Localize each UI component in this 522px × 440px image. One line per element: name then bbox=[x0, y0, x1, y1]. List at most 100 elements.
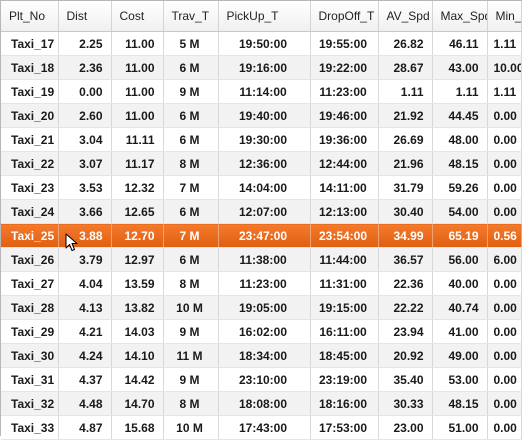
cell-pickup-t[interactable]: 14:04:00 bbox=[218, 175, 311, 200]
cell-dropoff-t[interactable]: 19:55:00 bbox=[310, 31, 379, 56]
cell-cost[interactable]: 12.70 bbox=[111, 223, 164, 248]
cell-dropoff-t[interactable]: 11:23:00 bbox=[310, 79, 379, 104]
cell-pickup-t[interactable]: 19:16:00 bbox=[218, 55, 311, 80]
cell-min-spd[interactable]: 0.00 bbox=[487, 103, 522, 128]
table-row[interactable]: Taxi_19 0.00 11.00 9 M 11:14:00 11:23:00 1.11 1… bbox=[1, 79, 522, 104]
table-row[interactable]: Taxi_21 3.04 11.11 6 M 19:30:00 19:36:00 26.69… bbox=[1, 127, 522, 152]
cell-plt-no[interactable]: Taxi_20 bbox=[1, 103, 59, 128]
cell-cost[interactable]: 11.00 bbox=[111, 31, 164, 56]
cell-cost[interactable]: 14.70 bbox=[111, 391, 164, 416]
cell-trav-t[interactable]: 11 M bbox=[163, 343, 219, 368]
table-row[interactable]: Taxi_17 2.25 11.00 5 M 19:50:00 19:55:00 26.82… bbox=[1, 31, 522, 56]
cell-min-spd[interactable]: 0.00 bbox=[487, 391, 522, 416]
table-row[interactable]: Taxi_22 3.07 11.17 8 M 12:36:00 12:44:00 21.96… bbox=[1, 151, 522, 176]
cell-av-spd[interactable]: 28.67 bbox=[378, 55, 433, 80]
cell-max-spd[interactable]: 43.00 bbox=[432, 55, 488, 80]
cell-cost[interactable]: 12.97 bbox=[111, 247, 164, 272]
cell-dropoff-t[interactable]: 23:54:00 bbox=[310, 223, 379, 248]
cell-av-spd[interactable]: 26.82 bbox=[378, 31, 433, 56]
cell-max-spd[interactable]: 41.00 bbox=[432, 319, 488, 344]
cell-max-spd[interactable]: 1.11 bbox=[432, 79, 488, 104]
cell-trav-t[interactable]: 10 M bbox=[163, 295, 219, 320]
cell-max-spd[interactable]: 44.45 bbox=[432, 103, 488, 128]
cell-av-spd[interactable]: 21.92 bbox=[378, 103, 433, 128]
cell-av-spd[interactable]: 35.40 bbox=[378, 367, 433, 392]
cell-plt-no[interactable]: Taxi_27 bbox=[1, 271, 59, 296]
cell-dropoff-t[interactable]: 11:44:00 bbox=[310, 247, 379, 272]
cell-dist[interactable]: 4.48 bbox=[58, 391, 112, 416]
cell-pickup-t[interactable]: 12:36:00 bbox=[218, 151, 311, 176]
cell-min-spd[interactable]: 0.00 bbox=[487, 343, 522, 368]
cell-av-spd[interactable]: 22.36 bbox=[378, 271, 433, 296]
cell-min-spd[interactable]: 0.00 bbox=[487, 319, 522, 344]
cell-pickup-t[interactable]: 18:08:00 bbox=[218, 391, 311, 416]
cell-cost[interactable]: 13.59 bbox=[111, 271, 164, 296]
cell-dist[interactable]: 3.07 bbox=[58, 151, 112, 176]
cell-cost[interactable]: 12.32 bbox=[111, 175, 164, 200]
table-row-selected[interactable]: Taxi_25 3.88 12.70 7 M 23:47:00 23:54:00 34.99… bbox=[1, 223, 522, 248]
table-row[interactable]: Taxi_26 3.79 12.97 6 M 11:38:00 11:44:00 36.57… bbox=[1, 247, 522, 272]
cell-max-spd[interactable]: 48.15 bbox=[432, 151, 488, 176]
cell-dropoff-t[interactable]: 18:45:00 bbox=[310, 343, 379, 368]
column-header-dropoff-t[interactable]: DropOff_T bbox=[310, 1, 379, 32]
cell-pickup-t[interactable]: 23:10:00 bbox=[218, 367, 311, 392]
cell-av-spd[interactable]: 22.22 bbox=[378, 295, 433, 320]
cell-min-spd[interactable]: 0.00 bbox=[487, 295, 522, 320]
column-header-max-spd[interactable]: Max_Spd bbox=[432, 1, 488, 32]
cell-min-spd[interactable]: 0.00 bbox=[487, 199, 522, 224]
cell-pickup-t[interactable]: 11:14:00 bbox=[218, 79, 311, 104]
cell-dist[interactable]: 2.36 bbox=[58, 55, 112, 80]
cell-dropoff-t[interactable]: 19:22:00 bbox=[310, 55, 379, 80]
cell-min-spd[interactable]: 6.00 bbox=[487, 247, 522, 272]
cell-dist[interactable]: 4.04 bbox=[58, 271, 112, 296]
cell-cost[interactable]: 11.00 bbox=[111, 55, 164, 80]
cell-plt-no[interactable]: Taxi_21 bbox=[1, 127, 59, 152]
cell-min-spd[interactable]: 0.00 bbox=[487, 127, 522, 152]
table-row[interactable]: Taxi_24 3.66 12.65 6 M 12:07:00 12:13:00 30.40… bbox=[1, 199, 522, 224]
cell-trav-t[interactable]: 7 M bbox=[163, 223, 219, 248]
cell-trav-t[interactable]: 8 M bbox=[163, 151, 219, 176]
cell-dist[interactable]: 4.24 bbox=[58, 343, 112, 368]
cell-dropoff-t[interactable]: 11:31:00 bbox=[310, 271, 379, 296]
cell-dist[interactable]: 3.66 bbox=[58, 199, 112, 224]
column-header-dist[interactable]: Dist bbox=[58, 1, 112, 32]
cell-dist[interactable]: 3.53 bbox=[58, 175, 112, 200]
cell-cost[interactable]: 11.00 bbox=[111, 79, 164, 104]
cell-max-spd[interactable]: 53.00 bbox=[432, 367, 488, 392]
cell-dist[interactable]: 3.88 bbox=[58, 223, 112, 248]
cell-cost[interactable]: 14.10 bbox=[111, 343, 164, 368]
cell-av-spd[interactable]: 31.79 bbox=[378, 175, 433, 200]
cell-av-spd[interactable]: 1.11 bbox=[378, 79, 433, 104]
table-row[interactable]: Taxi_32 4.48 14.70 8 M 18:08:00 18:16:00 30.33… bbox=[1, 391, 522, 416]
cell-cost[interactable]: 11.00 bbox=[111, 103, 164, 128]
cell-dropoff-t[interactable]: 12:13:00 bbox=[310, 199, 379, 224]
cell-av-spd[interactable]: 20.92 bbox=[378, 343, 433, 368]
cell-dropoff-t[interactable]: 14:11:00 bbox=[310, 175, 379, 200]
column-header-av-spd[interactable]: AV_Spd bbox=[378, 1, 433, 32]
cell-dropoff-t[interactable]: 23:19:00 bbox=[310, 367, 379, 392]
cell-min-spd[interactable]: 0.56 bbox=[487, 223, 522, 248]
cell-dist[interactable]: 2.25 bbox=[58, 31, 112, 56]
column-header-plt-no[interactable]: Plt_No bbox=[1, 1, 59, 32]
cell-dropoff-t[interactable]: 16:11:00 bbox=[310, 319, 379, 344]
cell-trav-t[interactable]: 6 M bbox=[163, 127, 219, 152]
table-row[interactable]: Taxi_29 4.21 14.03 9 M 16:02:00 16:11:00 23.94… bbox=[1, 319, 522, 344]
table-row[interactable]: Taxi_20 2.60 11.00 6 M 19:40:00 19:46:00 21.92… bbox=[1, 103, 522, 128]
cell-dist[interactable]: 2.60 bbox=[58, 103, 112, 128]
cell-dist[interactable]: 4.37 bbox=[58, 367, 112, 392]
cell-plt-no[interactable]: Taxi_32 bbox=[1, 391, 59, 416]
cell-trav-t[interactable]: 6 M bbox=[163, 199, 219, 224]
cell-trav-t[interactable]: 6 M bbox=[163, 55, 219, 80]
cell-pickup-t[interactable]: 19:40:00 bbox=[218, 103, 311, 128]
cell-plt-no[interactable]: Taxi_30 bbox=[1, 343, 59, 368]
cell-min-spd[interactable]: 1.11 bbox=[487, 31, 522, 56]
cell-pickup-t[interactable]: 19:05:00 bbox=[218, 295, 311, 320]
cell-max-spd[interactable]: 49.00 bbox=[432, 343, 488, 368]
cell-plt-no[interactable]: Taxi_23 bbox=[1, 175, 59, 200]
cell-av-spd[interactable]: 34.99 bbox=[378, 223, 433, 248]
cell-max-spd[interactable]: 56.00 bbox=[432, 247, 488, 272]
cell-pickup-t[interactable]: 19:30:00 bbox=[218, 127, 311, 152]
column-header-min-spd[interactable]: Min_Spd bbox=[487, 1, 522, 32]
cell-pickup-t[interactable]: 19:50:00 bbox=[218, 31, 311, 56]
cell-min-spd[interactable]: 0.00 bbox=[487, 151, 522, 176]
